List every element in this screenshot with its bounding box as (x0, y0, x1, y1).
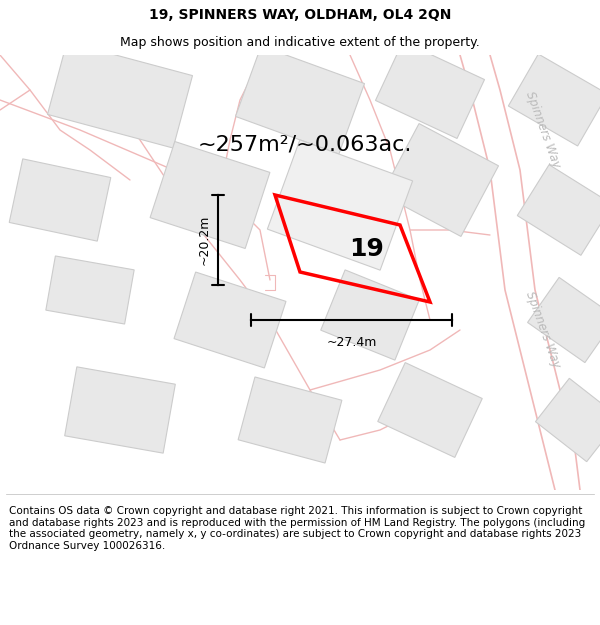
Polygon shape (150, 141, 270, 249)
Polygon shape (527, 278, 600, 362)
Polygon shape (9, 159, 111, 241)
Text: ~20.2m: ~20.2m (197, 215, 211, 265)
Text: ~27.4m: ~27.4m (326, 336, 377, 349)
Polygon shape (535, 378, 600, 462)
Polygon shape (47, 42, 193, 148)
Polygon shape (321, 270, 419, 360)
Polygon shape (235, 46, 365, 154)
Polygon shape (517, 164, 600, 256)
Polygon shape (382, 124, 499, 236)
Polygon shape (46, 256, 134, 324)
Text: 19: 19 (349, 236, 383, 261)
Polygon shape (65, 367, 175, 453)
Polygon shape (376, 41, 485, 139)
Text: ~257m²/~0.063ac.: ~257m²/~0.063ac. (198, 135, 412, 155)
Polygon shape (378, 362, 482, 458)
Polygon shape (238, 377, 342, 463)
Text: 19, SPINNERS WAY, OLDHAM, OL4 2QN: 19, SPINNERS WAY, OLDHAM, OL4 2QN (149, 8, 451, 22)
Polygon shape (268, 140, 413, 270)
Polygon shape (174, 272, 286, 368)
Text: Contains OS data © Crown copyright and database right 2021. This information is : Contains OS data © Crown copyright and d… (9, 506, 585, 551)
Text: Spinners Way: Spinners Way (523, 290, 563, 370)
Text: Spinners Way: Spinners Way (523, 90, 563, 170)
Text: Map shows position and indicative extent of the property.: Map shows position and indicative extent… (120, 36, 480, 49)
Polygon shape (508, 54, 600, 146)
